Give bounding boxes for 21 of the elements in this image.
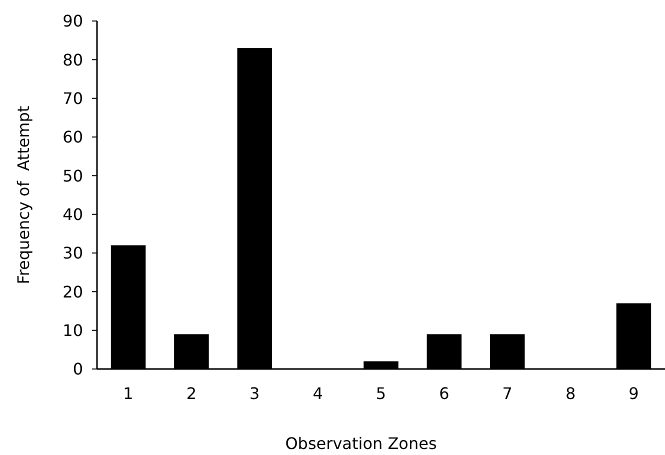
x-tick-label: 7 xyxy=(502,384,512,403)
x-tick-label: 1 xyxy=(123,384,134,403)
y-axis-title: Frequency of Attempt xyxy=(14,106,33,284)
y-tick-label: 50 xyxy=(62,166,83,186)
x-tick-label: 2 xyxy=(186,384,197,403)
x-tick-label: 6 xyxy=(439,384,450,403)
y-tick-label: 30 xyxy=(62,244,83,263)
x-tick-label: 9 xyxy=(628,384,639,403)
y-tick-label: 90 xyxy=(62,12,83,31)
y-tick-label: 10 xyxy=(62,320,83,340)
y-tick-label: 60 xyxy=(62,128,83,147)
x-axis-title: Observation Zones xyxy=(285,434,437,453)
x-tick-label: 4 xyxy=(312,384,323,403)
y-tick-label: 70 xyxy=(62,88,83,108)
x-tick-label: 5 xyxy=(376,384,386,403)
y-tick-label: 0 xyxy=(72,360,83,379)
y-tick-label: 20 xyxy=(62,282,83,302)
x-tick-label: 8 xyxy=(565,384,576,403)
y-tick-label: 80 xyxy=(62,50,83,70)
y-tick-label: 40 xyxy=(62,204,83,224)
x-tick-label: 3 xyxy=(250,384,260,403)
